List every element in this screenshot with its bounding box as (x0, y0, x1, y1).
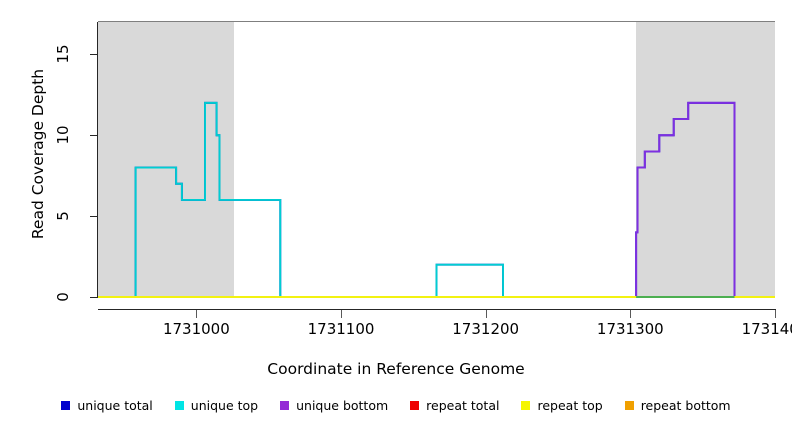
y-axis-title: Read Coverage Depth (29, 68, 47, 240)
y-tick-label-10: 10 (54, 125, 72, 145)
repeat-region-right (636, 22, 775, 297)
legend-swatch-icon-repeat-total (410, 401, 420, 410)
x-tick-1731200 (486, 310, 487, 318)
x-tick-1731100 (341, 310, 342, 318)
x-axis-line (98, 309, 776, 310)
legend-item-repeat-total[interactable]: repeat total (410, 398, 499, 413)
y-tick-label-15: 15 (54, 44, 72, 64)
plot-top-rule-middle (233, 21, 637, 22)
y-axis-line (97, 22, 98, 298)
y-tick-5 (90, 216, 97, 217)
legend-item-unique-bottom[interactable]: unique bottom (280, 398, 388, 413)
y-tick-0 (90, 297, 97, 298)
x-tick-label-1731300: 1731300 (596, 320, 664, 338)
legend-swatch-icon-repeat-top (521, 401, 531, 410)
plot-area (98, 22, 775, 297)
y-tick-label-5: 5 (54, 211, 72, 221)
x-tick-label-1731400: 1731400 (741, 320, 792, 338)
x-axis-title: Coordinate in Reference Genome (267, 360, 525, 378)
legend-label-repeat-bottom: repeat bottom (640, 398, 731, 413)
legend-label-unique-total: unique total (77, 398, 153, 413)
legend-swatch-icon-unique-total (61, 401, 71, 410)
x-tick-1731400 (775, 310, 776, 318)
y-tick-15 (90, 54, 97, 55)
legend-item-repeat-top[interactable]: repeat top (521, 398, 603, 413)
legend-label-repeat-top: repeat top (537, 398, 603, 413)
legend-label-unique-bottom: unique bottom (296, 398, 389, 413)
repeat-region-left-top-rule (98, 21, 234, 22)
y-tick-10 (90, 135, 97, 136)
y-tick-label-0: 0 (54, 292, 72, 302)
x-tick-1731300 (630, 310, 631, 318)
legend-swatch-icon-unique-top (174, 401, 184, 410)
legend-item-repeat-bottom[interactable]: repeat bottom (624, 398, 731, 413)
legend-swatch-icon-unique-bottom (280, 401, 290, 410)
x-tick-label-1731100: 1731100 (307, 320, 375, 338)
legend-item-unique-top[interactable]: unique top (174, 398, 259, 413)
x-tick-label-1731200: 1731200 (452, 320, 520, 338)
x-tick-1731000 (196, 310, 197, 318)
legend-label-unique-top: unique top (190, 398, 259, 413)
legend-label-repeat-total: repeat total (426, 398, 500, 413)
legend-item-unique-total[interactable]: unique total (61, 398, 153, 413)
x-tick-label-1731000: 1731000 (162, 320, 230, 338)
repeat-region-right-top-rule (636, 21, 775, 22)
legend-swatch-icon-repeat-bottom (624, 401, 634, 410)
repeat-region-left (98, 22, 234, 297)
legend: unique total unique top unique bottom repea… (0, 398, 792, 413)
